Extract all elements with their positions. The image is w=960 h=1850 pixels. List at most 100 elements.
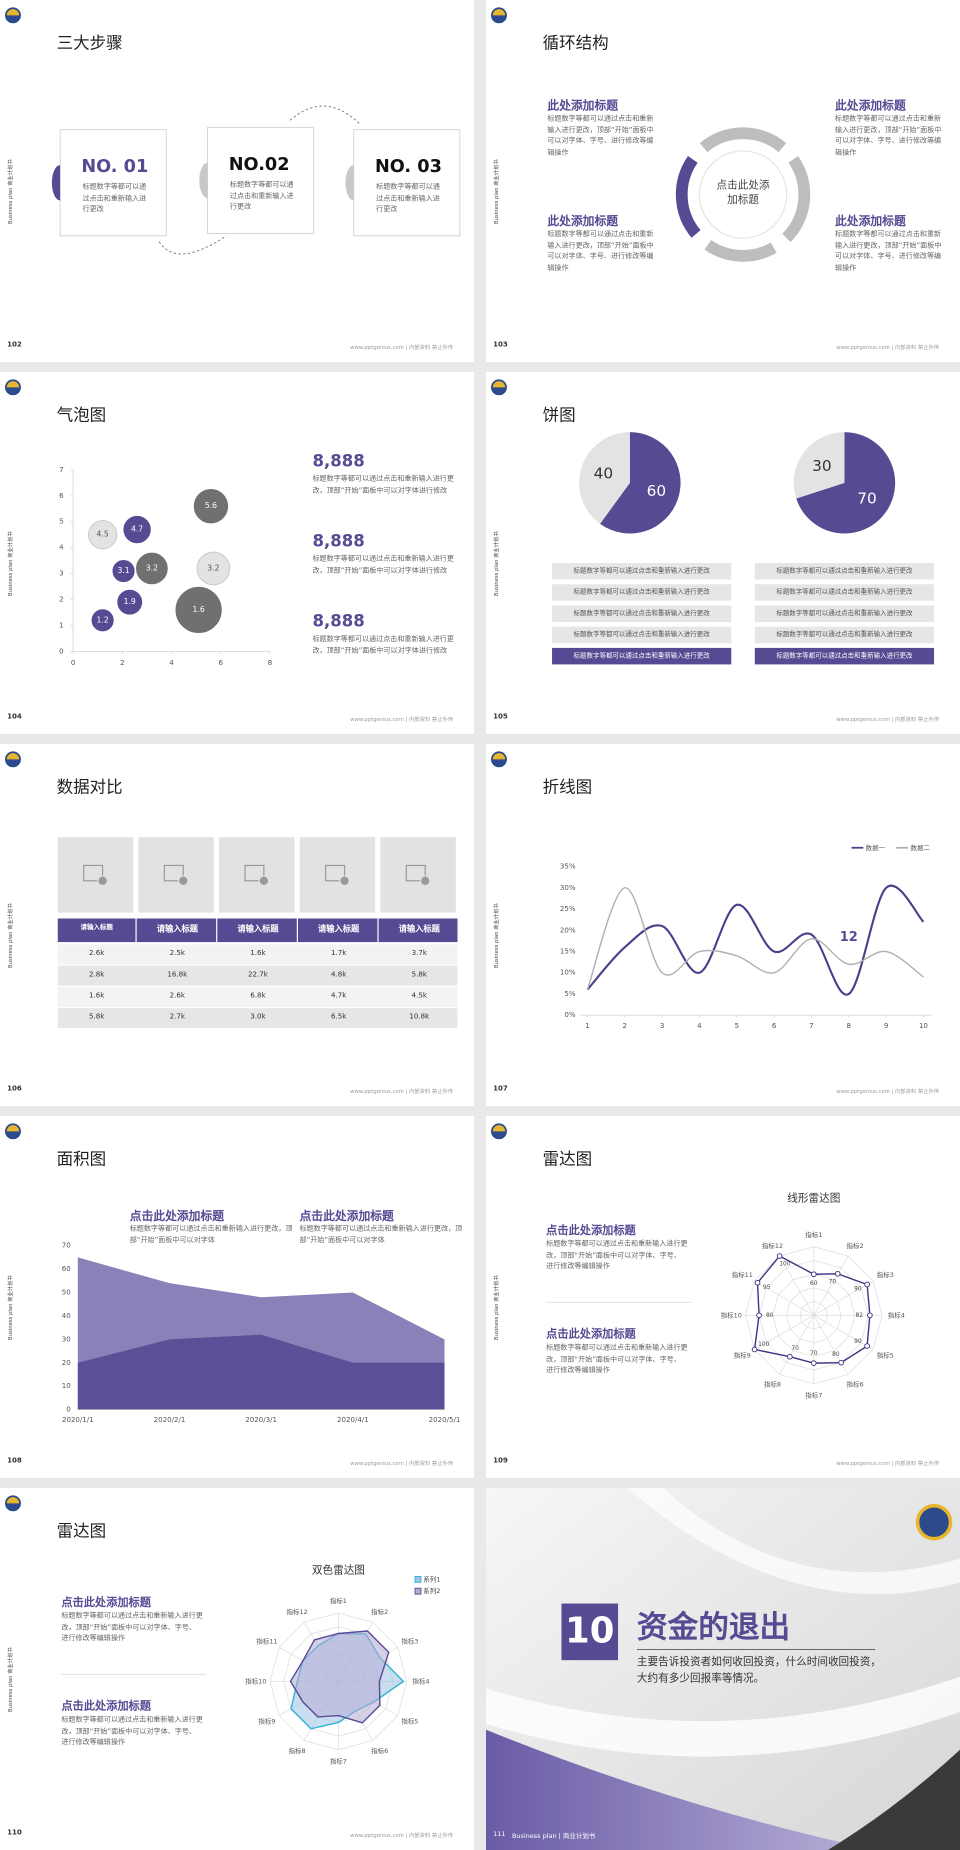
y-tick-label: 20 [62, 1358, 71, 1367]
image-placeholder [299, 837, 376, 913]
step-box [59, 129, 167, 237]
footer: www.pptgenius.com | 内部资料 禁止外传 [836, 1461, 940, 1468]
y-tick-label: 40 [62, 1311, 71, 1320]
logo [491, 387, 507, 395]
side-label: Business plan 商业计划书 [494, 531, 501, 597]
table-header: 请输入标题 [237, 924, 279, 934]
logo [491, 15, 507, 23]
image-icon [163, 864, 184, 882]
note-bar [754, 605, 935, 622]
page-number: 106 [7, 1084, 22, 1094]
x-tick-label: 5 [735, 1021, 740, 1030]
x-tick-label: 2020/5/1 [429, 1415, 461, 1424]
radar-marker [864, 1343, 870, 1349]
axis-label: 指标11 [256, 1636, 277, 1645]
page-number: 108 [7, 1456, 22, 1466]
table-cell: 22.7k [248, 970, 268, 979]
slide-graphics: 1 2 3 4 5 6 7 8 9 100%5%10%15%20%25%30%35%数据一 数据二 [491, 751, 932, 1030]
dark-wave [827, 1749, 960, 1850]
step-label: NO.02 [228, 153, 290, 175]
block-text: 标题数字等都可以通过点击和重新输入进行更改，顶部“开始”面板中可以对字体、字号、… [61, 1715, 203, 1747]
image-icon [97, 875, 108, 887]
slide-content: Business plan 商业计划书 103 www.pptgenius.com … [486, 0, 960, 362]
axis-label: 指标3 [401, 1636, 418, 1645]
page-number: 110 [7, 1828, 22, 1838]
x-tick-label: 10 [919, 1021, 928, 1030]
note-text: 标题数字等都可以通过点击和重新输入进行更改 [573, 630, 710, 638]
axis-label: 指标3 [877, 1270, 894, 1279]
block-heading: 点击此处添加标题 [299, 1210, 394, 1224]
legend-swatch [414, 1587, 422, 1595]
radar-spoke [779, 1315, 815, 1375]
bubble [122, 514, 152, 545]
page-number: 105 [493, 712, 508, 722]
legend-label: 系列2 [423, 1586, 440, 1595]
bubble-label: 1.9 [124, 597, 136, 606]
note-bar [552, 647, 732, 665]
line-series [586, 887, 924, 990]
radar-marker [754, 1279, 761, 1286]
image-icon [339, 875, 350, 887]
axis-label: 指标12 [287, 1607, 308, 1616]
page-number: 104 [7, 712, 22, 722]
center-circle [698, 150, 788, 239]
y-tick-label: 5 [59, 517, 64, 526]
stat-value: 8,888 [312, 612, 365, 632]
slide: 0 2 4 6 8 0 1 2 3 4 5 6 7 1.2 1.9 3.1 4.7 3.2 5.6 1.6 4.5 3.2… [0, 372, 474, 734]
stat-text: 标题数字等都可以通过点击和重新输入进行更改，顶部“开始”面板中可以对字体进行修改 [312, 634, 454, 655]
slide-graphics [5, 7, 461, 255]
slide: Business plan 商业计划书 106 www.pptgenius.com … [0, 744, 474, 1106]
radar-spoke [779, 1255, 815, 1316]
slide-title: 折线图 [542, 778, 593, 798]
block-heading: 点击此处添加标题 [61, 1700, 151, 1714]
side-label: Business plan 商业计划书 [494, 159, 501, 225]
x-tick-label: 9 [884, 1021, 889, 1030]
axis-label: 指标6 [847, 1380, 864, 1389]
step-text: 标题数字等都可以通过点击和重新输入进行更改 [376, 182, 440, 214]
image-icon [258, 875, 270, 887]
step-text: 标题数字等都可以通过点击和重新输入进行更改 [82, 182, 147, 214]
block-text: 标题数字等都可以通过点击和重新输入进行更改，顶部“开始”面板中可以对字体、字号、… [61, 1611, 203, 1643]
x-tick-label: 8 [847, 1021, 852, 1030]
axis-label: 指标5 [877, 1350, 894, 1359]
table-row-bg [57, 986, 458, 1007]
slide-content: 10 资金的退出 主要告诉投资者如何收回投资，什么时间收回投资，大约有多少回报率等情… [486, 1488, 960, 1850]
slide: 双色雷达图 指标1 指标2 指标3 指标4 指标5 指标6 指标7 指标8 指标9 指标10 指标11… [0, 1488, 474, 1850]
x-tick-label: 2020/4/1 [337, 1415, 369, 1424]
note-bar [552, 584, 732, 601]
slide-content: 0 10 20 30 40 50 60 70 2020/1/1 2020/2/1 2020/3/1 2… [0, 1116, 474, 1478]
slide-content: Business plan 商业计划书 106 www.pptgenius.com … [0, 744, 474, 1106]
x-tick-label: 2020/1/1 [62, 1415, 94, 1424]
slide-content: 线形雷达图 指标1 指标2 指标3 指标4 指标5 指标6 指标7 指标8 指标9 指标10 指标11… [486, 1116, 960, 1478]
swoosh [486, 1676, 960, 1757]
image-placeholder [57, 837, 134, 913]
step-text: 标题数字等都可以通过点击和重新输入进行更改 [229, 180, 294, 212]
y-tick-label: 70 [62, 1241, 71, 1250]
table-cell: 1.7k [330, 949, 347, 958]
connector [158, 235, 227, 255]
legend-label: 系列1 [423, 1574, 440, 1583]
annotation: 12 [839, 929, 858, 945]
radar-marker [867, 1312, 873, 1319]
block-heading: 此处添加标题 [835, 215, 906, 229]
side-label: Business plan 商业计划书 [8, 1275, 15, 1341]
block-text: 标题数字等都可以通过点击和重新输入进行更改，顶部“开始”面板中可以对字体 [129, 1224, 293, 1245]
slide-title: 三大步骤 [56, 34, 123, 54]
cycle-arrow [704, 239, 777, 262]
slide-graphics: 0 2 4 6 8 0 1 2 3 4 5 6 7 1.2 1.9 3.1 4.7 3.2 5.6 1.6 4.5 3.2 [5, 379, 273, 667]
chart-title: 线形雷达图 [787, 1192, 840, 1205]
logo [491, 759, 507, 767]
page-number: 111 [493, 1831, 506, 1839]
logo [491, 1131, 507, 1139]
image-icon [325, 864, 346, 882]
table-cell: 16.8k [167, 970, 188, 979]
footer: www.pptgenius.com | 内部资料 禁止外传 [836, 345, 940, 352]
logo [5, 15, 21, 23]
footer: www.pptgenius.com | 内部资料 禁止外传 [350, 1833, 454, 1840]
image-icon [177, 875, 189, 887]
axis-label: 指标10 [245, 1676, 266, 1685]
block-heading: 点击此处添加标题 [61, 1596, 151, 1610]
axis-label: 指标5 [401, 1716, 418, 1725]
image-icon [419, 875, 431, 887]
